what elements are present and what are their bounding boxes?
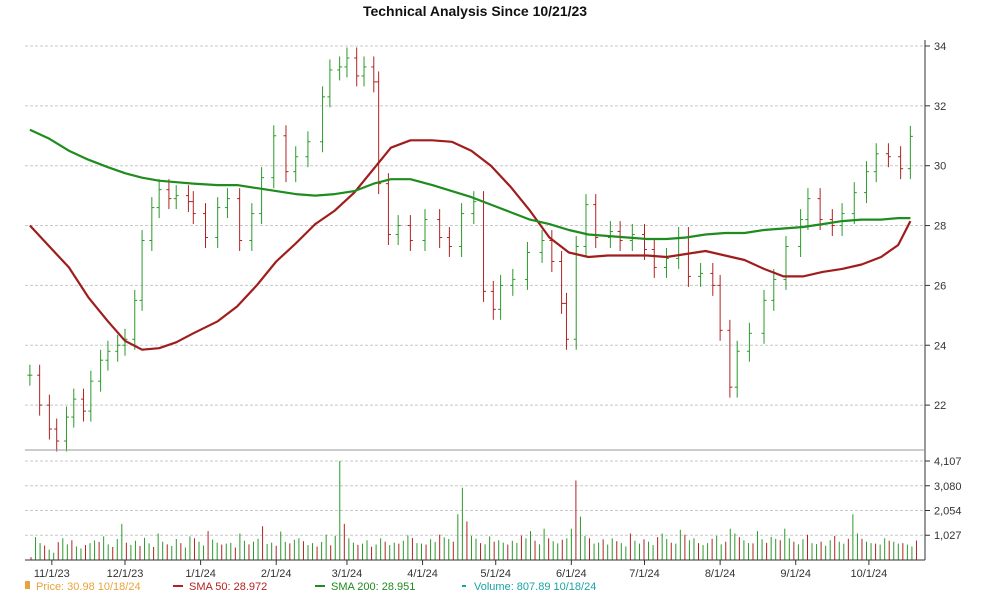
legend-price-swatch xyxy=(25,581,30,589)
legend-price: Price: 30.98 10/18/24 xyxy=(36,581,141,593)
date-tick-label: 10/1/24 xyxy=(851,568,888,580)
price-tick-label: 28 xyxy=(934,221,946,233)
legend-sma200: SMA 200: 28.951 xyxy=(331,581,415,593)
date-tick-label: 9/1/24 xyxy=(780,568,811,580)
volume-tick-label: 4,107 xyxy=(934,456,962,468)
price-gridlines xyxy=(25,45,925,406)
price-bars xyxy=(27,47,913,452)
sma50-line xyxy=(29,139,912,351)
date-tick-label: 1/1/24 xyxy=(185,568,216,580)
legend-volume: Volume: 807.89 10/18/24 xyxy=(474,581,596,593)
moving-average-lines xyxy=(29,128,912,351)
date-tick-label: 12/1/23 xyxy=(107,568,144,580)
price-axis: 22 24 26 28 30 32 34 xyxy=(925,41,946,412)
legend-sma50: SMA 50: 28.972 xyxy=(189,581,267,593)
date-tick-label: 11/1/23 xyxy=(34,568,70,580)
date-tick-label: 8/1/24 xyxy=(705,568,736,580)
price-tick-label: 22 xyxy=(934,400,946,412)
volume-tick-label: 3,080 xyxy=(934,481,962,493)
volume-tick-label: 1,027 xyxy=(934,530,962,542)
date-tick-label: 7/1/24 xyxy=(629,568,660,580)
date-tick-label: 4/1/24 xyxy=(407,568,438,580)
price-tick-label: 32 xyxy=(934,101,946,113)
volume-axis: 1,027 2,054 3,080 4,107 xyxy=(925,456,962,542)
date-tick-label: 2/1/24 xyxy=(261,568,292,580)
date-tick-label: 3/1/24 xyxy=(332,568,363,580)
date-tick-label: 6/1/24 xyxy=(556,568,587,580)
date-tick-label: 5/1/24 xyxy=(480,568,511,580)
sma200-line xyxy=(29,128,911,241)
price-tick-label: 34 xyxy=(934,41,946,53)
volume-tick-label: 2,054 xyxy=(934,505,962,517)
date-axis: 11/1/23 12/1/23 1/1/24 2/1/24 3/1/24 4/1/24 5/… xyxy=(34,560,887,580)
volume-bars xyxy=(30,461,917,560)
volume-gridlines xyxy=(25,460,925,536)
chart-title: Technical Analysis Since 10/21/23 xyxy=(363,3,587,19)
price-tick-label: 26 xyxy=(934,280,946,292)
price-tick-label: 30 xyxy=(934,161,946,173)
legend: Price: 30.98 10/18/24 SMA 50: 28.972 SMA… xyxy=(25,581,596,593)
price-tick-label: 24 xyxy=(934,340,946,352)
